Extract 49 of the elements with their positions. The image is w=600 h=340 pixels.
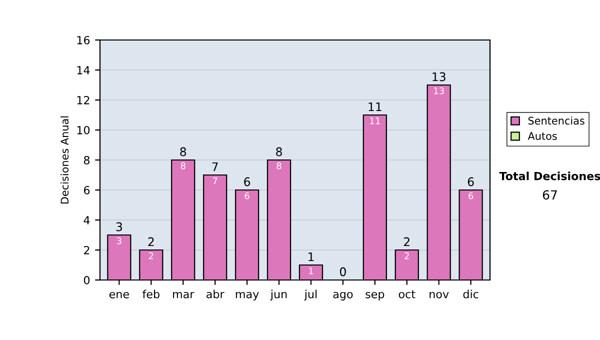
x-tick-label: ene (109, 292, 129, 298)
text: Total Decisiones (499, 172, 600, 180)
total-label: 3 (116, 222, 122, 232)
y-tick-label: 4 (84, 216, 90, 224)
data-label: 6 (468, 192, 474, 200)
y-tick-label: 14 (77, 66, 90, 74)
total-label: 11 (368, 102, 382, 112)
total-label: 2 (404, 237, 410, 246)
total-label: 6 (468, 177, 474, 186)
x-tick-label: abr (206, 290, 224, 298)
x-tick-label: nov (430, 292, 449, 298)
data-label: 11 (370, 118, 380, 124)
x-tick-label: feb (142, 290, 160, 298)
total-label: 8 (180, 147, 186, 156)
y-tick-label: 0 (84, 276, 90, 284)
legend-label: Autos (528, 132, 557, 140)
data-label: 13 (434, 87, 444, 94)
data-label: 1 (309, 268, 314, 274)
x-tick-label: oct (398, 290, 416, 298)
data-label: 2 (404, 252, 409, 260)
x-tick-label: mar (173, 292, 194, 298)
total-label: 13 (432, 72, 446, 82)
text: 67 (542, 190, 557, 200)
y-tick-label: 8 (84, 156, 90, 164)
y-tick-label: 10 (77, 126, 90, 134)
y-tick-label: 16 (77, 36, 90, 44)
total-label: 6 (244, 177, 250, 186)
total-label: 7 (212, 162, 218, 172)
data-label: 2 (148, 252, 154, 260)
data-label: 7 (212, 178, 218, 184)
x-tick-label: sep (366, 292, 384, 300)
total-label: 2 (148, 237, 154, 246)
x-tick-label: ago (333, 292, 353, 300)
total-label: 8 (276, 147, 282, 156)
data-label: 8 (180, 162, 186, 170)
x-tick-label: jun (270, 290, 287, 300)
y-tick-label: 2 (84, 246, 90, 254)
data-label: 3 (116, 237, 122, 244)
x-tick-label: jul (304, 290, 317, 300)
y-tick-label: 12 (77, 96, 90, 104)
y-axis-title: Decisiones Anual (60, 116, 69, 204)
total-label: 1 (308, 252, 314, 262)
legend-label: Sentencias (528, 116, 584, 125)
data-label: 6 (244, 192, 250, 200)
x-tick-label: may (236, 292, 259, 300)
x-tick-label: dic (463, 290, 478, 298)
y-tick-label: 6 (84, 186, 90, 194)
total-label: 0 (340, 267, 346, 276)
data-label: 8 (276, 162, 282, 170)
